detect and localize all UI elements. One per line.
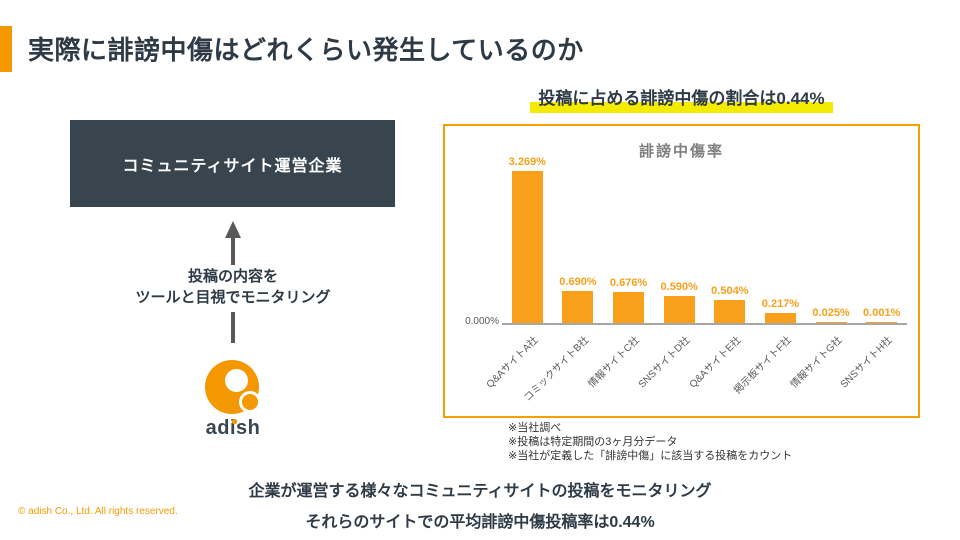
- title-accent-bar: [0, 26, 12, 72]
- bar-value-label: 0.001%: [863, 307, 901, 319]
- bar: [714, 300, 746, 323]
- highlight-note: 投稿に占める誹謗中傷の割合は0.44%: [443, 84, 920, 113]
- bar: [866, 322, 898, 323]
- logo-i-dot: [231, 419, 237, 424]
- x-axis-label-cell: SNSサイトH社: [839, 326, 907, 411]
- bar: [815, 322, 847, 323]
- bar-value-label: 0.217%: [761, 298, 800, 310]
- bar-group: 0.590%: [654, 281, 705, 323]
- arrow-caption-line1: 投稿の内容を: [187, 268, 278, 285]
- adish-logo-icon: [205, 360, 261, 416]
- copyright: © adish Co., Ltd. All rights reserved.: [18, 506, 178, 517]
- bar: [764, 313, 796, 323]
- arrow-caption: 投稿の内容を ツールと目視でモニタリング: [83, 266, 383, 308]
- adish-logo-text: adish: [206, 417, 261, 440]
- chart-x-labels: Q&AサイトA社 コミックサイトB社 情報サイトC社 SNSサイトD社 Q&AサイトE社…: [485, 326, 907, 411]
- footnote-line: ※投稿は特定期間の3ヶ月分データ: [508, 436, 678, 448]
- bar-group: 0.025%: [806, 307, 857, 323]
- bar-value-label: 0.025%: [812, 307, 850, 319]
- bar: [613, 292, 645, 323]
- bar-group: 0.001%: [856, 307, 907, 323]
- community-site-operator-box: コミュニティサイト運営企業: [70, 120, 395, 207]
- footnote-line: ※当社が定義した「誹謗中傷」に該当する投稿をカウント: [508, 450, 793, 462]
- chart-bars: 3.269% 0.690% 0.676% 0.590% 0.504% 0.217% 0.02…: [502, 126, 907, 323]
- footnote-line: ※当社調べ: [508, 422, 562, 434]
- arrow-upper-line: [231, 237, 235, 265]
- bar-group: 0.217%: [755, 298, 806, 323]
- bar-group: 0.676%: [603, 277, 654, 323]
- bar-value-label: 3.269%: [508, 156, 546, 168]
- adish-wordmark: adish: [205, 417, 261, 439]
- chart-panel: 誹謗中傷率 3.269% 0.690% 0.676% 0.590% 0.504% 0.21…: [443, 124, 920, 418]
- community-site-operator-label: コミュニティサイト運営企業: [122, 157, 343, 175]
- bar-group: 0.504%: [705, 285, 756, 323]
- highlight-note-text: 投稿に占める誹謗中傷の割合は0.44%: [530, 84, 833, 113]
- chart-footnotes: ※当社調べ ※投稿は特定期間の3ヶ月分データ ※当社が定義した「誹謗中傷」に該当…: [508, 421, 792, 463]
- up-arrow-icon: [225, 221, 241, 238]
- bar-value-label: 0.690%: [559, 276, 597, 288]
- bar: [511, 171, 543, 323]
- bar-group: 3.269%: [502, 156, 553, 323]
- arrow-lower-line: [231, 312, 235, 343]
- bar-value-label: 0.590%: [660, 281, 698, 293]
- chart-title: 誹謗中傷率: [638, 143, 724, 160]
- bar: [562, 291, 594, 323]
- bar-value-label: 0.504%: [711, 285, 749, 297]
- adish-logo: adish: [198, 360, 268, 440]
- bar: [663, 296, 695, 323]
- y-axis-zero-label: 0.000%: [465, 316, 499, 327]
- bar-group: 0.690%: [553, 276, 604, 323]
- arrow-caption-line2: ツールと目視でモニタリング: [135, 289, 331, 306]
- x-axis-line: [502, 323, 907, 325]
- summary-line2: それらのサイトでの平均誹謗中傷投稿率は0.44%: [305, 514, 655, 531]
- bar-value-label: 0.676%: [609, 277, 648, 289]
- summary-line1: 企業が運営する様々なコミュニティサイトの投稿をモニタリング: [248, 483, 712, 500]
- page-title: 実際に誹謗中傷はどれくらい発生しているのか: [28, 35, 584, 65]
- logo-ring-hole: [225, 369, 248, 392]
- logo-small-circle: [239, 391, 261, 413]
